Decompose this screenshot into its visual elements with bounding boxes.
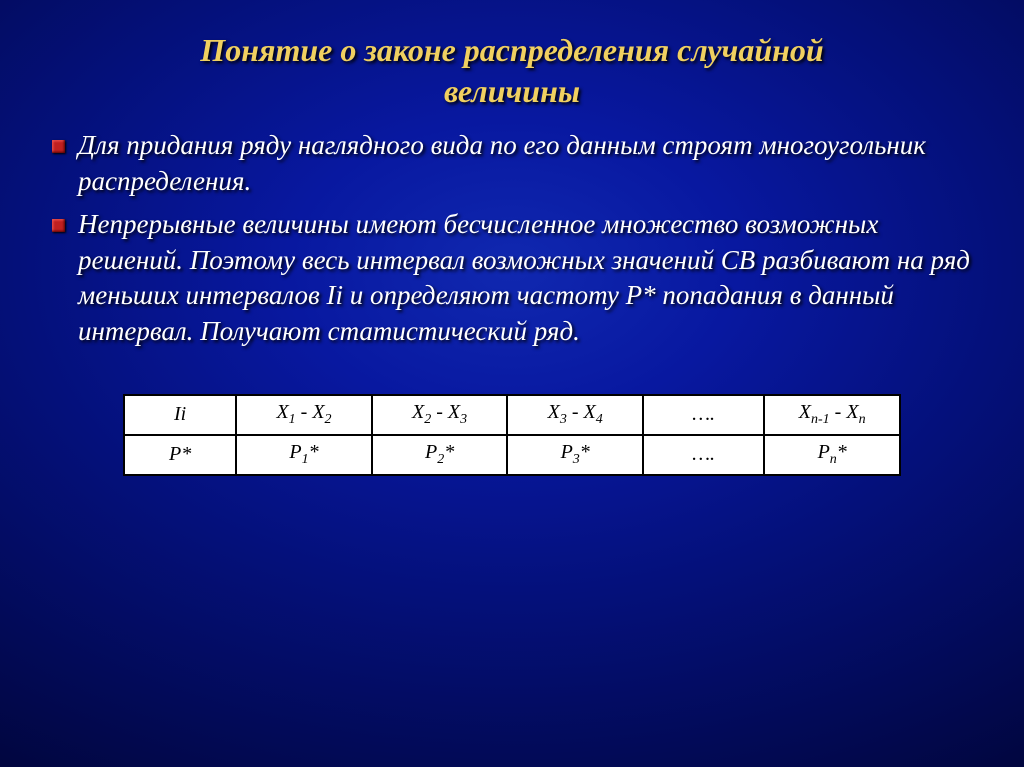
table-cell: Xn-1 - Xn: [764, 395, 900, 435]
bullet-item: Непрерывные величины имеют бесчисленное …: [50, 207, 974, 350]
table-cell: Pn*: [764, 435, 900, 475]
table-cell: ….: [643, 435, 764, 475]
bullet-list: Для придания ряду наглядного вида по его…: [50, 128, 974, 350]
statistical-series-table: Ii X1 - X2 X2 - X3 X3 - X4 …. Xn-1 - Xn …: [123, 394, 901, 476]
bullet-text: Для придания ряду наглядного вида по его…: [78, 130, 926, 196]
table-cell: P2*: [372, 435, 508, 475]
table-cell: P*: [124, 435, 236, 475]
table-cell: P1*: [236, 435, 372, 475]
bullet-item: Для придания ряду наглядного вида по его…: [50, 128, 974, 199]
slide-title: Понятие о законе распределения случайной…: [50, 30, 974, 112]
table-cell: ….: [643, 395, 764, 435]
table-cell: X3 - X4: [507, 395, 643, 435]
table-cell: Ii: [124, 395, 236, 435]
slide: Понятие о законе распределения случайной…: [0, 0, 1024, 767]
title-line-2: величины: [444, 73, 580, 109]
bullet-text: Непрерывные величины имеют бесчисленное …: [78, 209, 970, 346]
statistical-series-table-wrap: Ii X1 - X2 X2 - X3 X3 - X4 …. Xn-1 - Xn …: [123, 394, 901, 476]
title-line-1: Понятие о законе распределения случайной: [200, 32, 823, 68]
table-cell: P3*: [507, 435, 643, 475]
table-cell: X2 - X3: [372, 395, 508, 435]
table-cell: X1 - X2: [236, 395, 372, 435]
table-row: P* P1* P2* P3* …. Pn*: [124, 435, 900, 475]
table-row: Ii X1 - X2 X2 - X3 X3 - X4 …. Xn-1 - Xn: [124, 395, 900, 435]
